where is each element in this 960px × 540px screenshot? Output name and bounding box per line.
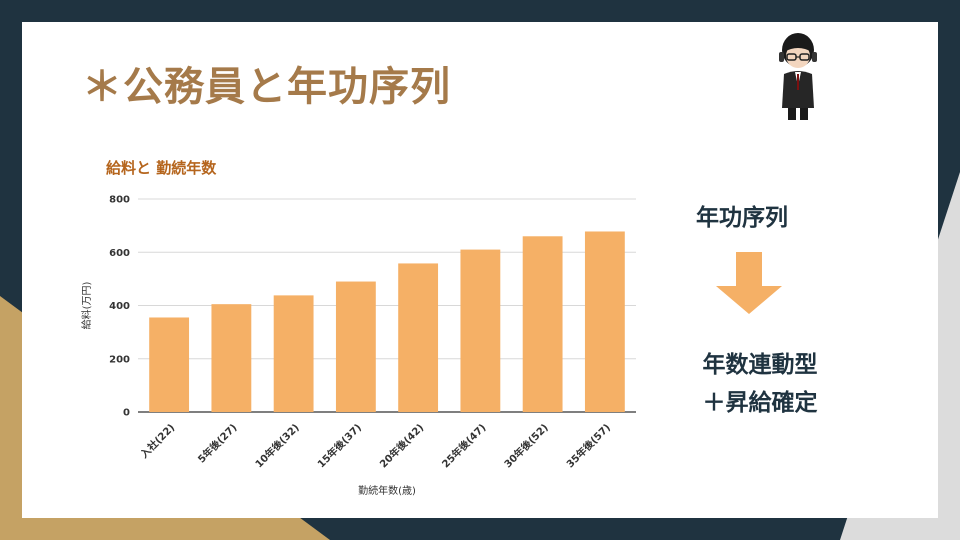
bar [273, 295, 314, 412]
slide-title: ＊公務員と年功序列 [82, 64, 451, 110]
x-tick-label: 25年後(47) [439, 421, 488, 470]
y-axis-label: 給料(万円) [80, 282, 93, 330]
down-arrow-icon [716, 252, 782, 314]
result-label: 年数連動型 ＋昇給確定 [676, 346, 844, 422]
bar [398, 263, 439, 412]
x-tick-label: 30年後(52) [501, 421, 550, 470]
chart-title: 給料と 勤続年数 [106, 159, 217, 177]
x-tick-label: 10年後(32) [252, 421, 301, 470]
salary-bar-chart: 給料と 勤続年数 0 200 400 600 800 入社(22) 5年後(27) 10年後… [80, 159, 636, 497]
x-tick-label: 5年後(27) [195, 421, 240, 466]
result-line-2: ＋昇給確定 [702, 390, 818, 416]
y-tick-label: 400 [109, 301, 130, 312]
bar [584, 231, 625, 412]
result-line-1: 年数連動型 [702, 352, 818, 378]
y-tick-label: 600 [109, 248, 130, 259]
x-tick-label: 入社(22) [138, 421, 178, 461]
y-tick-label: 0 [123, 408, 130, 419]
x-tick-label: 15年後(37) [315, 421, 364, 470]
y-tick-label: 200 [109, 354, 130, 365]
y-tick-label: 800 [109, 195, 130, 206]
x-axis-label: 勤続年数(歳) [358, 484, 416, 497]
bar [460, 249, 501, 412]
character-avatar-icon [779, 33, 817, 120]
seniority-system-label: 年功序列 [696, 205, 788, 231]
bar [149, 317, 190, 412]
bar [522, 236, 563, 412]
x-tick-label: 20年後(42) [377, 421, 426, 470]
bar [335, 281, 376, 412]
x-tick-label: 35年後(57) [564, 421, 613, 470]
bar [211, 304, 252, 412]
